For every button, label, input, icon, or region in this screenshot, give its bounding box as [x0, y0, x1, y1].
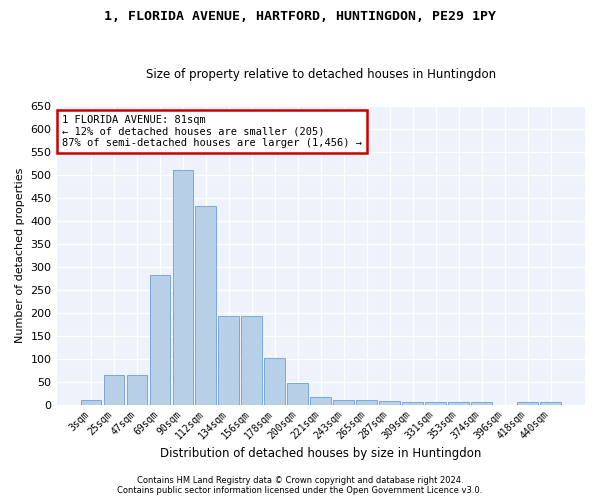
Text: 1 FLORIDA AVENUE: 81sqm
← 12% of detached houses are smaller (205)
87% of semi-d: 1 FLORIDA AVENUE: 81sqm ← 12% of detache… — [62, 114, 362, 148]
Bar — [80, 400, 101, 404]
Bar — [310, 397, 331, 404]
Title: Size of property relative to detached houses in Huntingdon: Size of property relative to detached ho… — [146, 68, 496, 81]
Bar — [356, 400, 377, 404]
Bar — [472, 402, 492, 404]
X-axis label: Distribution of detached houses by size in Huntingdon: Distribution of detached houses by size … — [160, 447, 481, 460]
Bar — [379, 401, 400, 404]
Bar — [540, 402, 561, 404]
Bar — [104, 374, 124, 404]
Bar — [127, 374, 147, 404]
Bar — [265, 358, 285, 405]
Bar — [448, 402, 469, 404]
Bar — [196, 206, 216, 404]
Bar — [149, 275, 170, 404]
Bar — [517, 402, 538, 404]
Text: 1, FLORIDA AVENUE, HARTFORD, HUNTINGDON, PE29 1PY: 1, FLORIDA AVENUE, HARTFORD, HUNTINGDON,… — [104, 10, 496, 23]
Bar — [425, 402, 446, 404]
Bar — [287, 384, 308, 404]
Bar — [218, 316, 239, 404]
Bar — [241, 316, 262, 404]
Text: Contains HM Land Registry data © Crown copyright and database right 2024.
Contai: Contains HM Land Registry data © Crown c… — [118, 476, 482, 495]
Bar — [334, 400, 354, 404]
Bar — [173, 170, 193, 404]
Bar — [403, 402, 423, 404]
Y-axis label: Number of detached properties: Number of detached properties — [15, 168, 25, 343]
